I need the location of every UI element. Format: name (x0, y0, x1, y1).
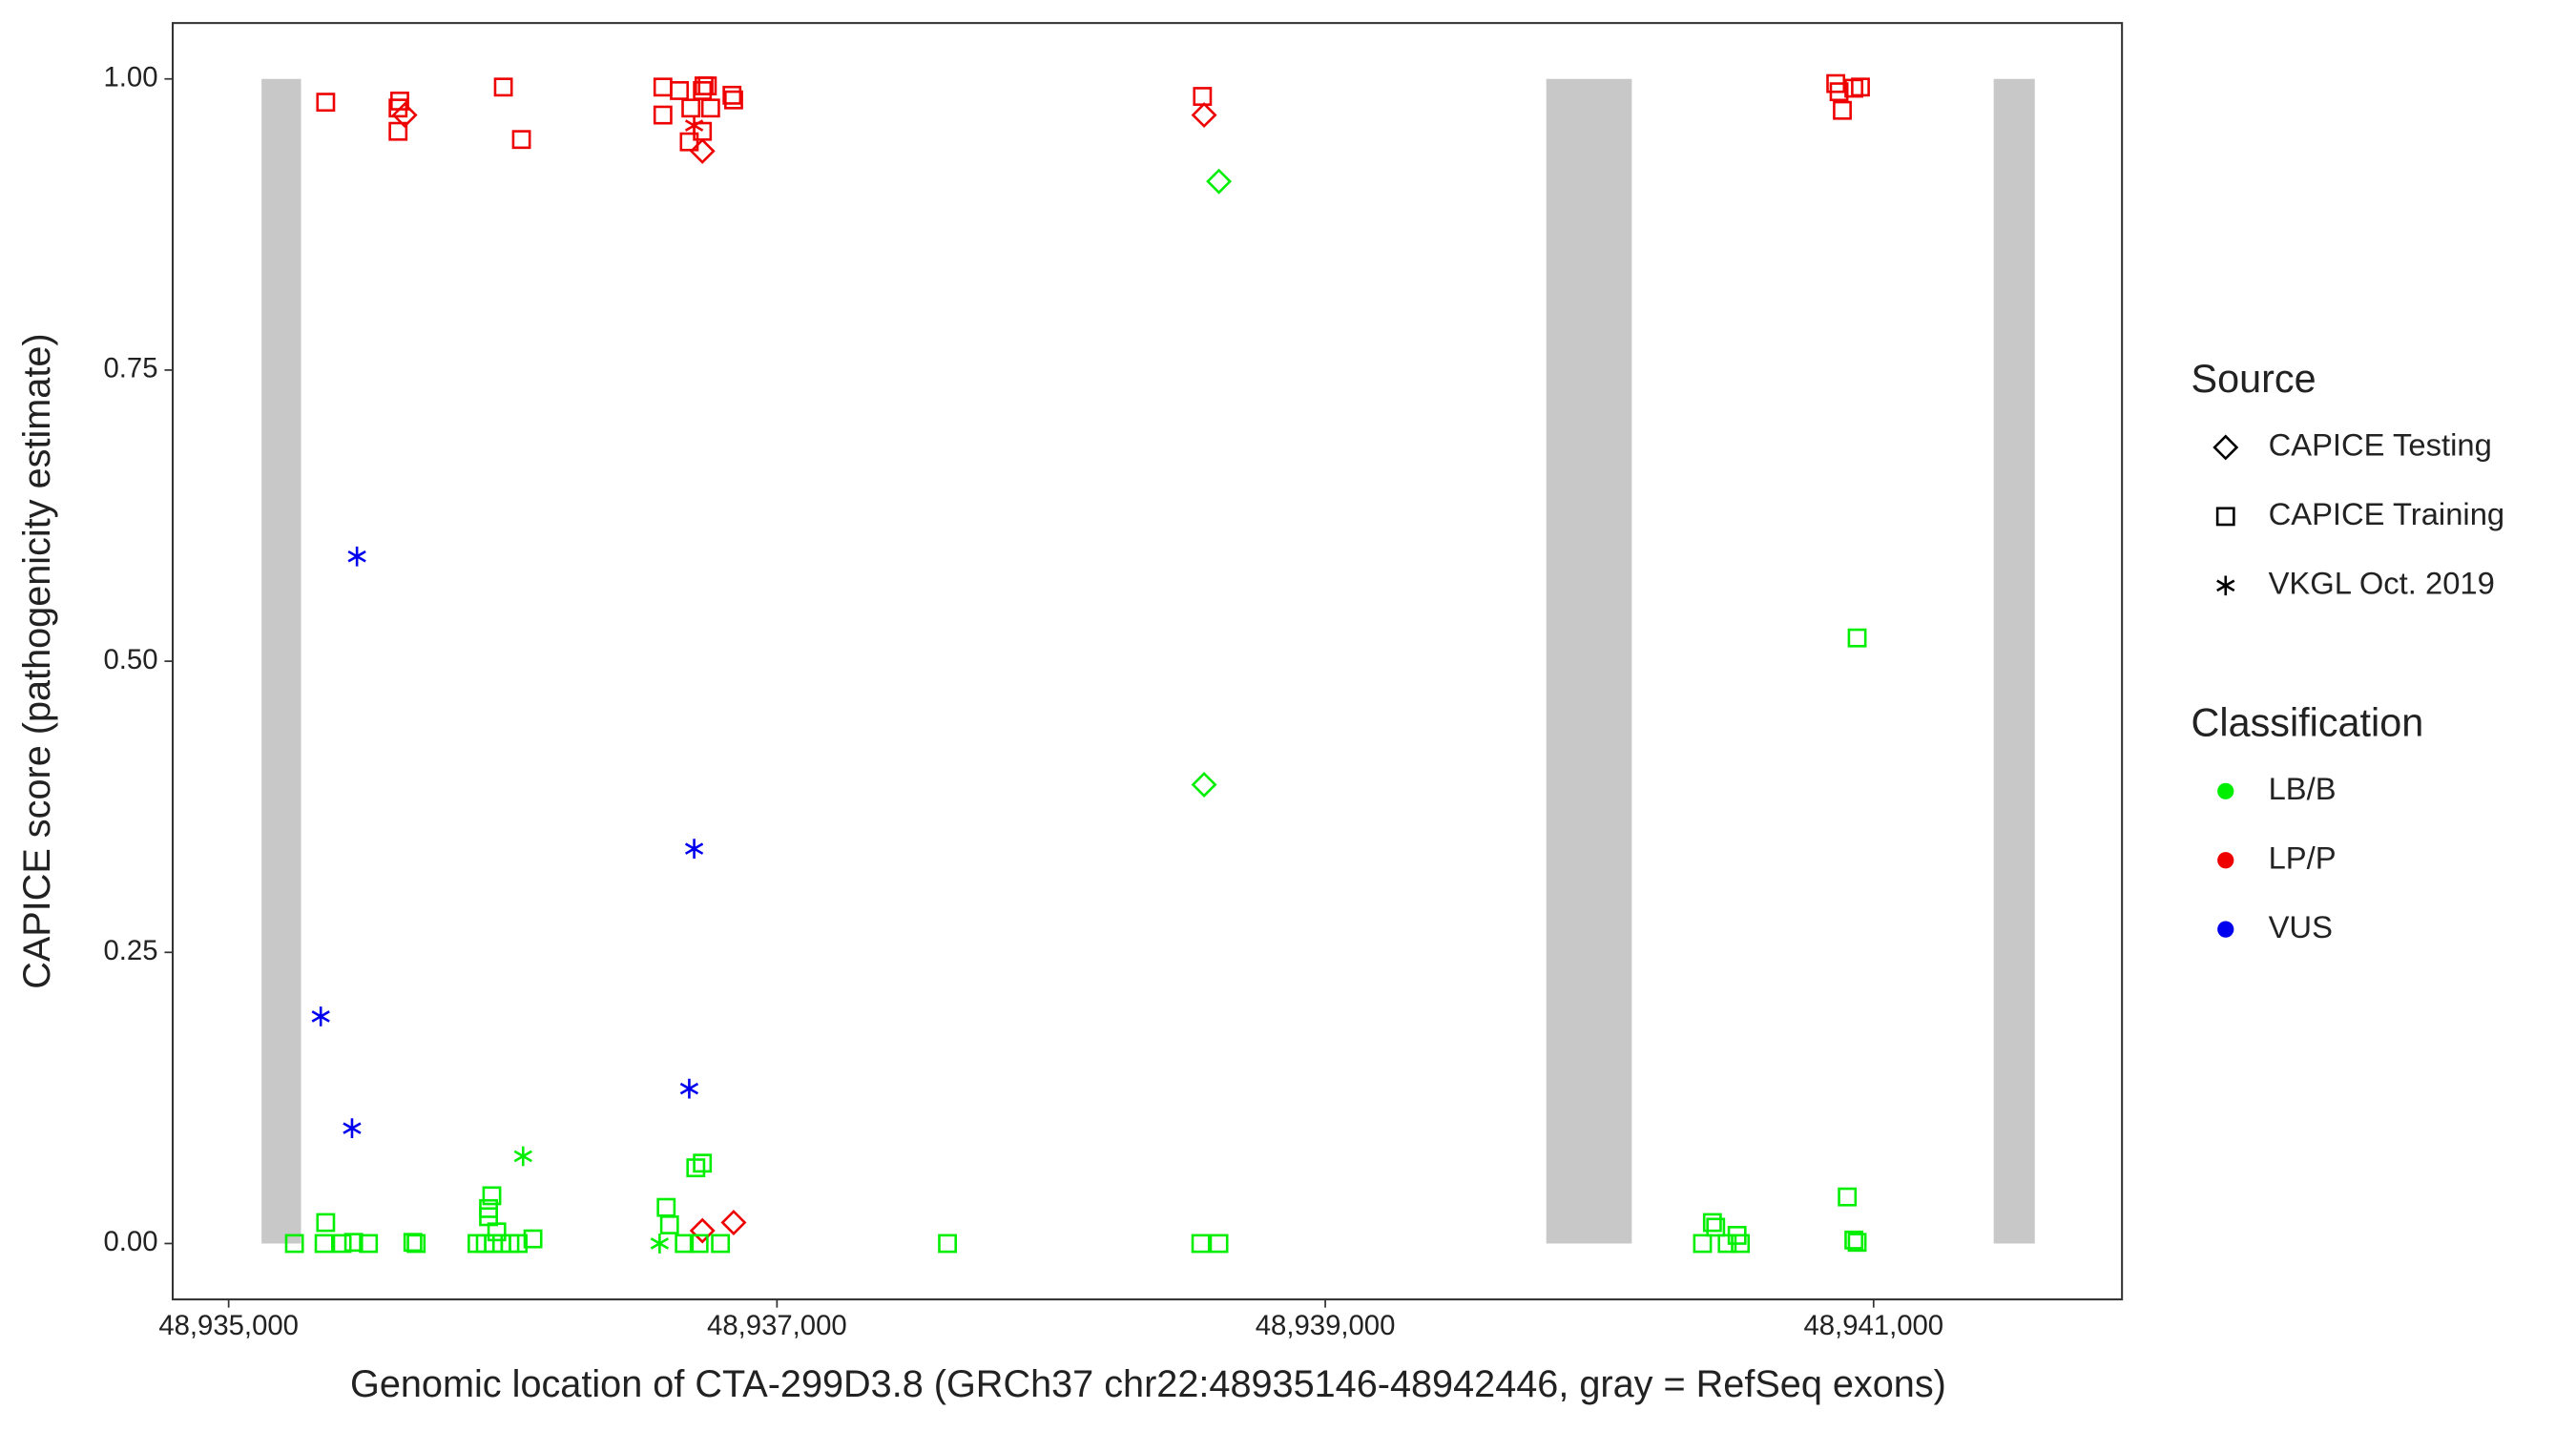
x-tick-label: 48,941,000 (1803, 1310, 1943, 1341)
point (689, 137, 716, 164)
y-tick-label: 1.00 (103, 61, 157, 93)
point (720, 1210, 747, 1235)
point (1847, 1233, 1867, 1253)
point (689, 1234, 709, 1254)
point (406, 1234, 426, 1254)
point (1702, 1213, 1722, 1233)
legend-label: VUS (2269, 909, 2333, 944)
point (316, 1213, 336, 1233)
point (482, 1186, 502, 1206)
x-tick-label: 48,939,000 (1256, 1310, 1396, 1341)
point (284, 1234, 304, 1254)
exon (261, 78, 301, 1244)
y-tick-label: 0.25 (103, 935, 157, 966)
point (391, 102, 418, 129)
y-tick-label: 0.50 (103, 644, 157, 675)
point (343, 1118, 362, 1138)
legend-label: CAPICE Training (2269, 496, 2505, 531)
legend-label: CAPICE Testing (2269, 427, 2492, 463)
legend-symbol (2216, 575, 2235, 596)
point (1833, 100, 1852, 120)
point (347, 546, 366, 567)
point (1191, 102, 1217, 129)
point (938, 1234, 958, 1254)
point (686, 1158, 706, 1178)
x-tick-label: 48,937,000 (707, 1310, 847, 1341)
point (316, 93, 336, 113)
point (509, 1234, 529, 1254)
point (679, 1078, 699, 1099)
point (1206, 168, 1233, 195)
point (684, 839, 704, 859)
point (343, 1233, 364, 1253)
legend-symbol (2217, 782, 2234, 799)
point (679, 132, 699, 152)
point (359, 1234, 379, 1254)
point (314, 1234, 334, 1254)
point (388, 98, 408, 118)
point (493, 77, 513, 97)
point (681, 98, 701, 118)
x-tick-label: 48,935,000 (158, 1310, 299, 1341)
point (523, 1229, 543, 1249)
legend-label: LB/B (2269, 771, 2337, 806)
point (697, 76, 717, 95)
y-tick-label: 0.75 (103, 353, 157, 384)
point (1847, 628, 1867, 648)
point (675, 1234, 695, 1254)
point (1693, 1234, 1713, 1254)
point (1209, 1234, 1229, 1254)
exon (1993, 78, 2035, 1244)
point (1706, 1217, 1726, 1237)
exon (1546, 78, 1632, 1244)
legend-title: Classification (2192, 700, 2424, 744)
point (513, 1146, 532, 1167)
point (487, 1222, 507, 1242)
legend-symbol (2217, 852, 2234, 869)
point (1844, 1230, 1864, 1250)
point (1838, 1187, 1858, 1207)
point (684, 115, 704, 135)
point (1191, 1234, 1211, 1254)
point (1829, 82, 1849, 102)
point (650, 1234, 670, 1254)
point (700, 98, 720, 118)
point (479, 1198, 498, 1218)
legend-symbol (2217, 921, 2234, 938)
point (1717, 1234, 1737, 1254)
legend-symbol (2215, 507, 2235, 527)
point (711, 1234, 731, 1254)
point (332, 1234, 352, 1254)
point (722, 85, 742, 105)
point (670, 81, 689, 100)
point (1191, 772, 1217, 798)
point (511, 130, 531, 150)
legend-label: VKGL Oct. 2019 (2269, 565, 2495, 600)
point (659, 1215, 679, 1234)
legend-label: LP/P (2269, 840, 2337, 875)
y-axis-label: CAPICE score (pathogenicity estimate) (16, 333, 58, 988)
point (693, 1153, 713, 1173)
legend-symbol (2212, 434, 2239, 461)
point (311, 1006, 330, 1027)
legend-title: Source (2192, 357, 2316, 401)
point (388, 121, 408, 141)
x-axis-label: Genomic location of CTA-299D3.8 (GRCh37 … (350, 1363, 1946, 1405)
point (689, 1217, 716, 1244)
y-tick-label: 0.00 (103, 1226, 157, 1257)
point (653, 105, 673, 125)
point (724, 90, 743, 110)
point (1731, 1234, 1751, 1254)
point (1851, 77, 1870, 97)
